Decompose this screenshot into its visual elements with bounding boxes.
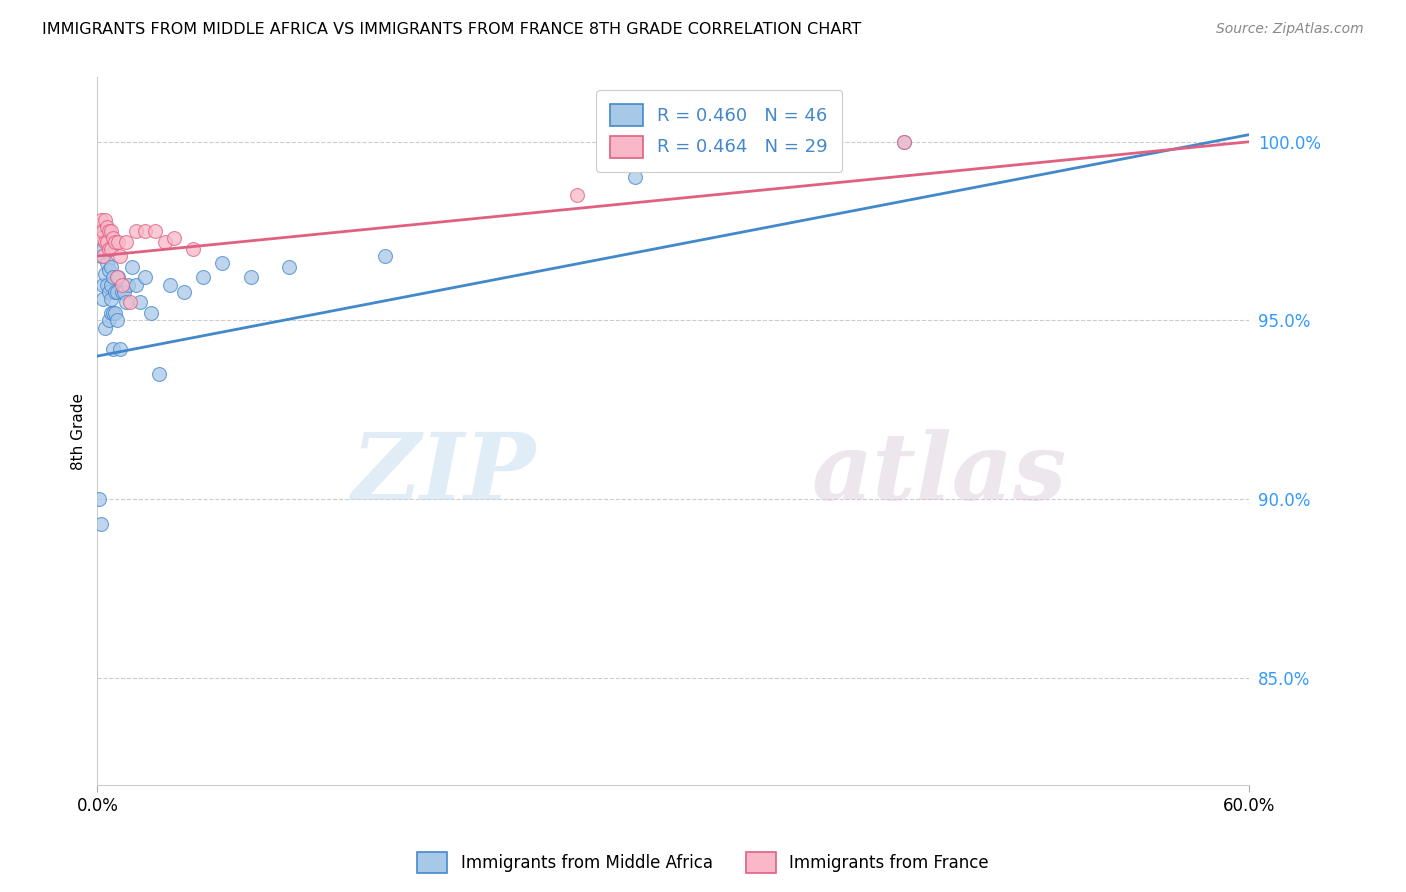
Point [128,295,150,310]
Point [104,306,127,320]
Point [111,277,134,292]
Point [159,277,181,292]
Point [94,235,117,249]
Y-axis label: 8th Grade: 8th Grade [72,392,86,469]
Point [101,270,124,285]
Legend: R = 0.460   N = 46, R = 0.464   N = 29: R = 0.460 N = 46, R = 0.464 N = 29 [596,90,842,172]
Point [100,277,122,292]
Point [97,285,120,299]
Point [90,231,112,245]
Point [91,242,114,256]
Point [121,260,143,274]
Point [101,342,124,356]
Point [96,277,118,292]
Point [191,270,214,285]
Text: Source: ZipAtlas.com: Source: ZipAtlas.com [1216,22,1364,37]
Point [105,313,128,327]
Point [111,285,134,299]
Point [624,170,647,185]
Point [90,516,112,531]
Point [115,235,138,249]
Point [97,224,120,238]
Point [278,260,301,274]
Point [90,213,112,227]
Point [107,235,129,249]
Point [105,270,128,285]
Point [110,342,132,356]
Point [101,306,124,320]
Point [100,224,122,238]
Text: IMMIGRANTS FROM MIDDLE AFRICA VS IMMIGRANTS FROM FRANCE 8TH GRADE CORRELATION CH: IMMIGRANTS FROM MIDDLE AFRICA VS IMMIGRA… [42,22,862,37]
Point [89,224,111,238]
Point [173,285,195,299]
Point [134,270,156,285]
Point [91,292,114,306]
Point [374,249,396,263]
Point [101,231,124,245]
Point [89,491,111,506]
Point [183,242,205,256]
Point [91,224,114,238]
Point [100,242,122,256]
Point [96,220,118,235]
Point [139,306,162,320]
Point [107,270,129,285]
Point [117,277,139,292]
Point [105,285,128,299]
Point [125,224,148,238]
Point [118,295,141,310]
Point [143,224,166,238]
Point [91,277,114,292]
Point [163,231,186,245]
Point [91,249,114,263]
Point [112,285,135,299]
Point [97,313,120,327]
Point [115,295,138,310]
Point [893,135,915,149]
Point [153,235,176,249]
Point [211,256,233,270]
Text: atlas: atlas [811,428,1067,518]
Point [125,277,148,292]
Point [97,263,120,277]
Point [96,235,118,249]
Point [94,213,117,227]
Point [104,235,127,249]
Point [90,249,112,263]
Point [97,242,120,256]
Point [94,320,117,334]
Point [96,235,118,249]
Point [94,267,117,281]
Point [100,292,122,306]
Point [134,224,156,238]
Point [100,306,122,320]
Point [893,135,915,149]
Point [110,249,132,263]
Point [239,270,262,285]
Point [567,188,589,202]
Point [148,367,170,381]
Point [104,285,127,299]
Legend: Immigrants from Middle Africa, Immigrants from France: Immigrants from Middle Africa, Immigrant… [411,846,995,880]
Point [96,256,118,270]
Point [100,260,122,274]
Text: ZIP: ZIP [352,428,536,518]
